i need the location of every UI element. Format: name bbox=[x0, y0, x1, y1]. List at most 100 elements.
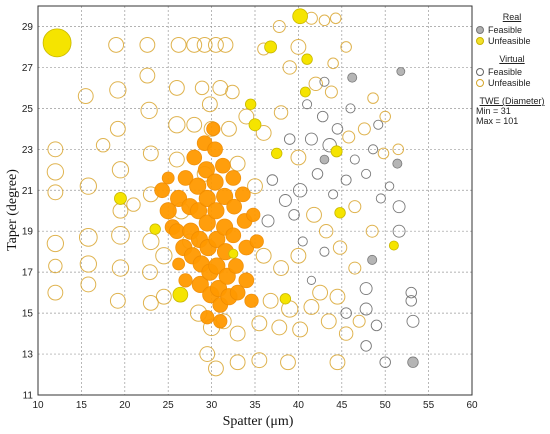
plot-frame bbox=[37, 5, 473, 396]
legend-swatch bbox=[476, 25, 484, 34]
y-tick-label: 15 bbox=[22, 309, 34, 320]
x-tick-label: 35 bbox=[249, 400, 261, 411]
virtual-unfeasible-point bbox=[109, 120, 126, 137]
x-tick-label: 25 bbox=[163, 400, 175, 411]
virtual-unfeasible-point bbox=[111, 161, 130, 179]
virtual-unfeasible-point bbox=[271, 319, 288, 336]
virtual-unfeasible-point bbox=[392, 143, 405, 156]
virtual-feasible-point bbox=[278, 194, 292, 207]
dense-cluster-point bbox=[228, 258, 244, 274]
dense-cluster-point bbox=[207, 202, 225, 220]
legend: Real Feasible Unfeasible Virtual Feasibl… bbox=[476, 8, 548, 126]
virtual-unfeasible-point bbox=[217, 36, 234, 53]
virtual-unfeasible-point bbox=[47, 284, 64, 301]
virtual-unfeasible-point bbox=[221, 120, 237, 137]
real-feasible-point bbox=[392, 158, 403, 169]
dense-cluster-point bbox=[178, 273, 193, 288]
virtual-feasible-point bbox=[311, 168, 324, 180]
virtual-feasible-point bbox=[384, 181, 395, 191]
virtual-unfeasible-point bbox=[348, 261, 362, 275]
legend-label: Unfeasible bbox=[488, 77, 531, 88]
virtual-unfeasible-point bbox=[229, 354, 246, 371]
real-feasible-point bbox=[319, 154, 330, 165]
real-unfeasible-point bbox=[228, 248, 239, 259]
virtual-unfeasible-point bbox=[329, 354, 346, 371]
virtual-bubbles bbox=[46, 11, 420, 377]
virtual-feasible-point bbox=[375, 193, 386, 204]
virtual-unfeasible-point bbox=[139, 67, 156, 84]
virtual-unfeasible-point bbox=[367, 92, 379, 104]
virtual-feasible-point bbox=[306, 275, 317, 285]
virtual-unfeasible-point bbox=[142, 294, 159, 311]
virtual-unfeasible-point bbox=[379, 110, 391, 123]
virtual-feasible-point bbox=[328, 189, 339, 200]
virtual-unfeasible-point bbox=[262, 292, 279, 309]
dense-cluster-point bbox=[198, 214, 216, 232]
y-tick-label: 23 bbox=[22, 145, 34, 156]
virtual-feasible-point bbox=[316, 110, 329, 123]
virtual-feasible-point bbox=[360, 340, 372, 352]
x-tick-label: 15 bbox=[76, 400, 88, 411]
y-tick-label: 25 bbox=[22, 104, 34, 115]
legend-item: Feasible bbox=[476, 24, 548, 35]
legend-size-min: Min = 31 bbox=[476, 106, 511, 116]
dense-cluster-point bbox=[235, 186, 251, 203]
virtual-unfeasible-point bbox=[77, 88, 94, 105]
virtual-feasible-point bbox=[368, 144, 379, 155]
x-tick-label: 45 bbox=[336, 400, 348, 411]
virtual-unfeasible-point bbox=[126, 197, 141, 212]
real-unfeasible-point bbox=[264, 40, 278, 54]
dense-cluster-point bbox=[186, 149, 203, 166]
virtual-unfeasible-point bbox=[46, 234, 65, 253]
virtual-unfeasible-point bbox=[111, 225, 130, 245]
dense-cluster-point bbox=[216, 187, 234, 205]
virtual-feasible-point bbox=[392, 224, 406, 238]
dense-cluster-point bbox=[177, 170, 194, 186]
real-unfeasible-point bbox=[279, 293, 292, 305]
virtual-unfeasible-point bbox=[109, 81, 127, 99]
virtual-unfeasible-point bbox=[112, 202, 129, 219]
virtual-unfeasible-point bbox=[142, 264, 158, 281]
dense-cluster-point bbox=[238, 272, 255, 289]
virtual-feasible-point bbox=[292, 183, 308, 198]
virtual-unfeasible-point bbox=[324, 85, 338, 99]
virtual-feasible-point bbox=[349, 154, 360, 165]
virtual-unfeasible-point bbox=[142, 145, 159, 162]
virtual-feasible-point bbox=[345, 103, 356, 114]
virtual-unfeasible-point bbox=[168, 79, 185, 96]
virtual-unfeasible-point bbox=[170, 36, 187, 53]
y-tick-label: 21 bbox=[22, 186, 34, 197]
virtual-unfeasible-point bbox=[272, 19, 286, 33]
virtual-unfeasible-point bbox=[139, 36, 156, 53]
virtual-unfeasible-point bbox=[238, 108, 255, 125]
virtual-feasible-point bbox=[302, 99, 313, 110]
virtual-feasible-point bbox=[297, 236, 308, 247]
x-tick-labels: 10 15 20 25 30 35 40 45 50 55 60 bbox=[32, 400, 478, 411]
virtual-feasible-point bbox=[370, 319, 383, 332]
virtual-feasible-point bbox=[340, 307, 352, 319]
virtual-unfeasible-point bbox=[280, 354, 296, 371]
virtual-feasible-point bbox=[266, 174, 279, 186]
virtual-unfeasible-point bbox=[201, 96, 218, 113]
virtual-unfeasible-point bbox=[312, 284, 329, 301]
virtual-unfeasible-point bbox=[168, 116, 186, 134]
virtual-unfeasible-point bbox=[318, 223, 334, 239]
x-tick-label: 30 bbox=[206, 400, 218, 411]
real-bubbles bbox=[42, 8, 419, 368]
virtual-unfeasible-point bbox=[108, 36, 125, 53]
legend-size-title: TWE (Diameter) bbox=[479, 96, 545, 106]
y-tick-label: 13 bbox=[22, 350, 34, 361]
virtual-feasible-point bbox=[304, 132, 318, 146]
x-axis-title: Spatter (μm) bbox=[223, 414, 294, 429]
legend-swatch bbox=[476, 78, 484, 87]
virtual-feasible-point bbox=[319, 76, 330, 87]
y-tick-label: 27 bbox=[22, 63, 34, 74]
virtual-unfeasible-point bbox=[155, 288, 172, 305]
virtual-feasible-point bbox=[283, 133, 296, 145]
virtual-unfeasible-point bbox=[340, 41, 352, 53]
y-tick-label: 11 bbox=[23, 391, 34, 402]
real-unfeasible-point bbox=[271, 147, 283, 160]
dense-cluster-point bbox=[191, 275, 209, 293]
legend-size-max: Max = 101 bbox=[476, 116, 519, 126]
virtual-feasible-point bbox=[322, 138, 337, 153]
